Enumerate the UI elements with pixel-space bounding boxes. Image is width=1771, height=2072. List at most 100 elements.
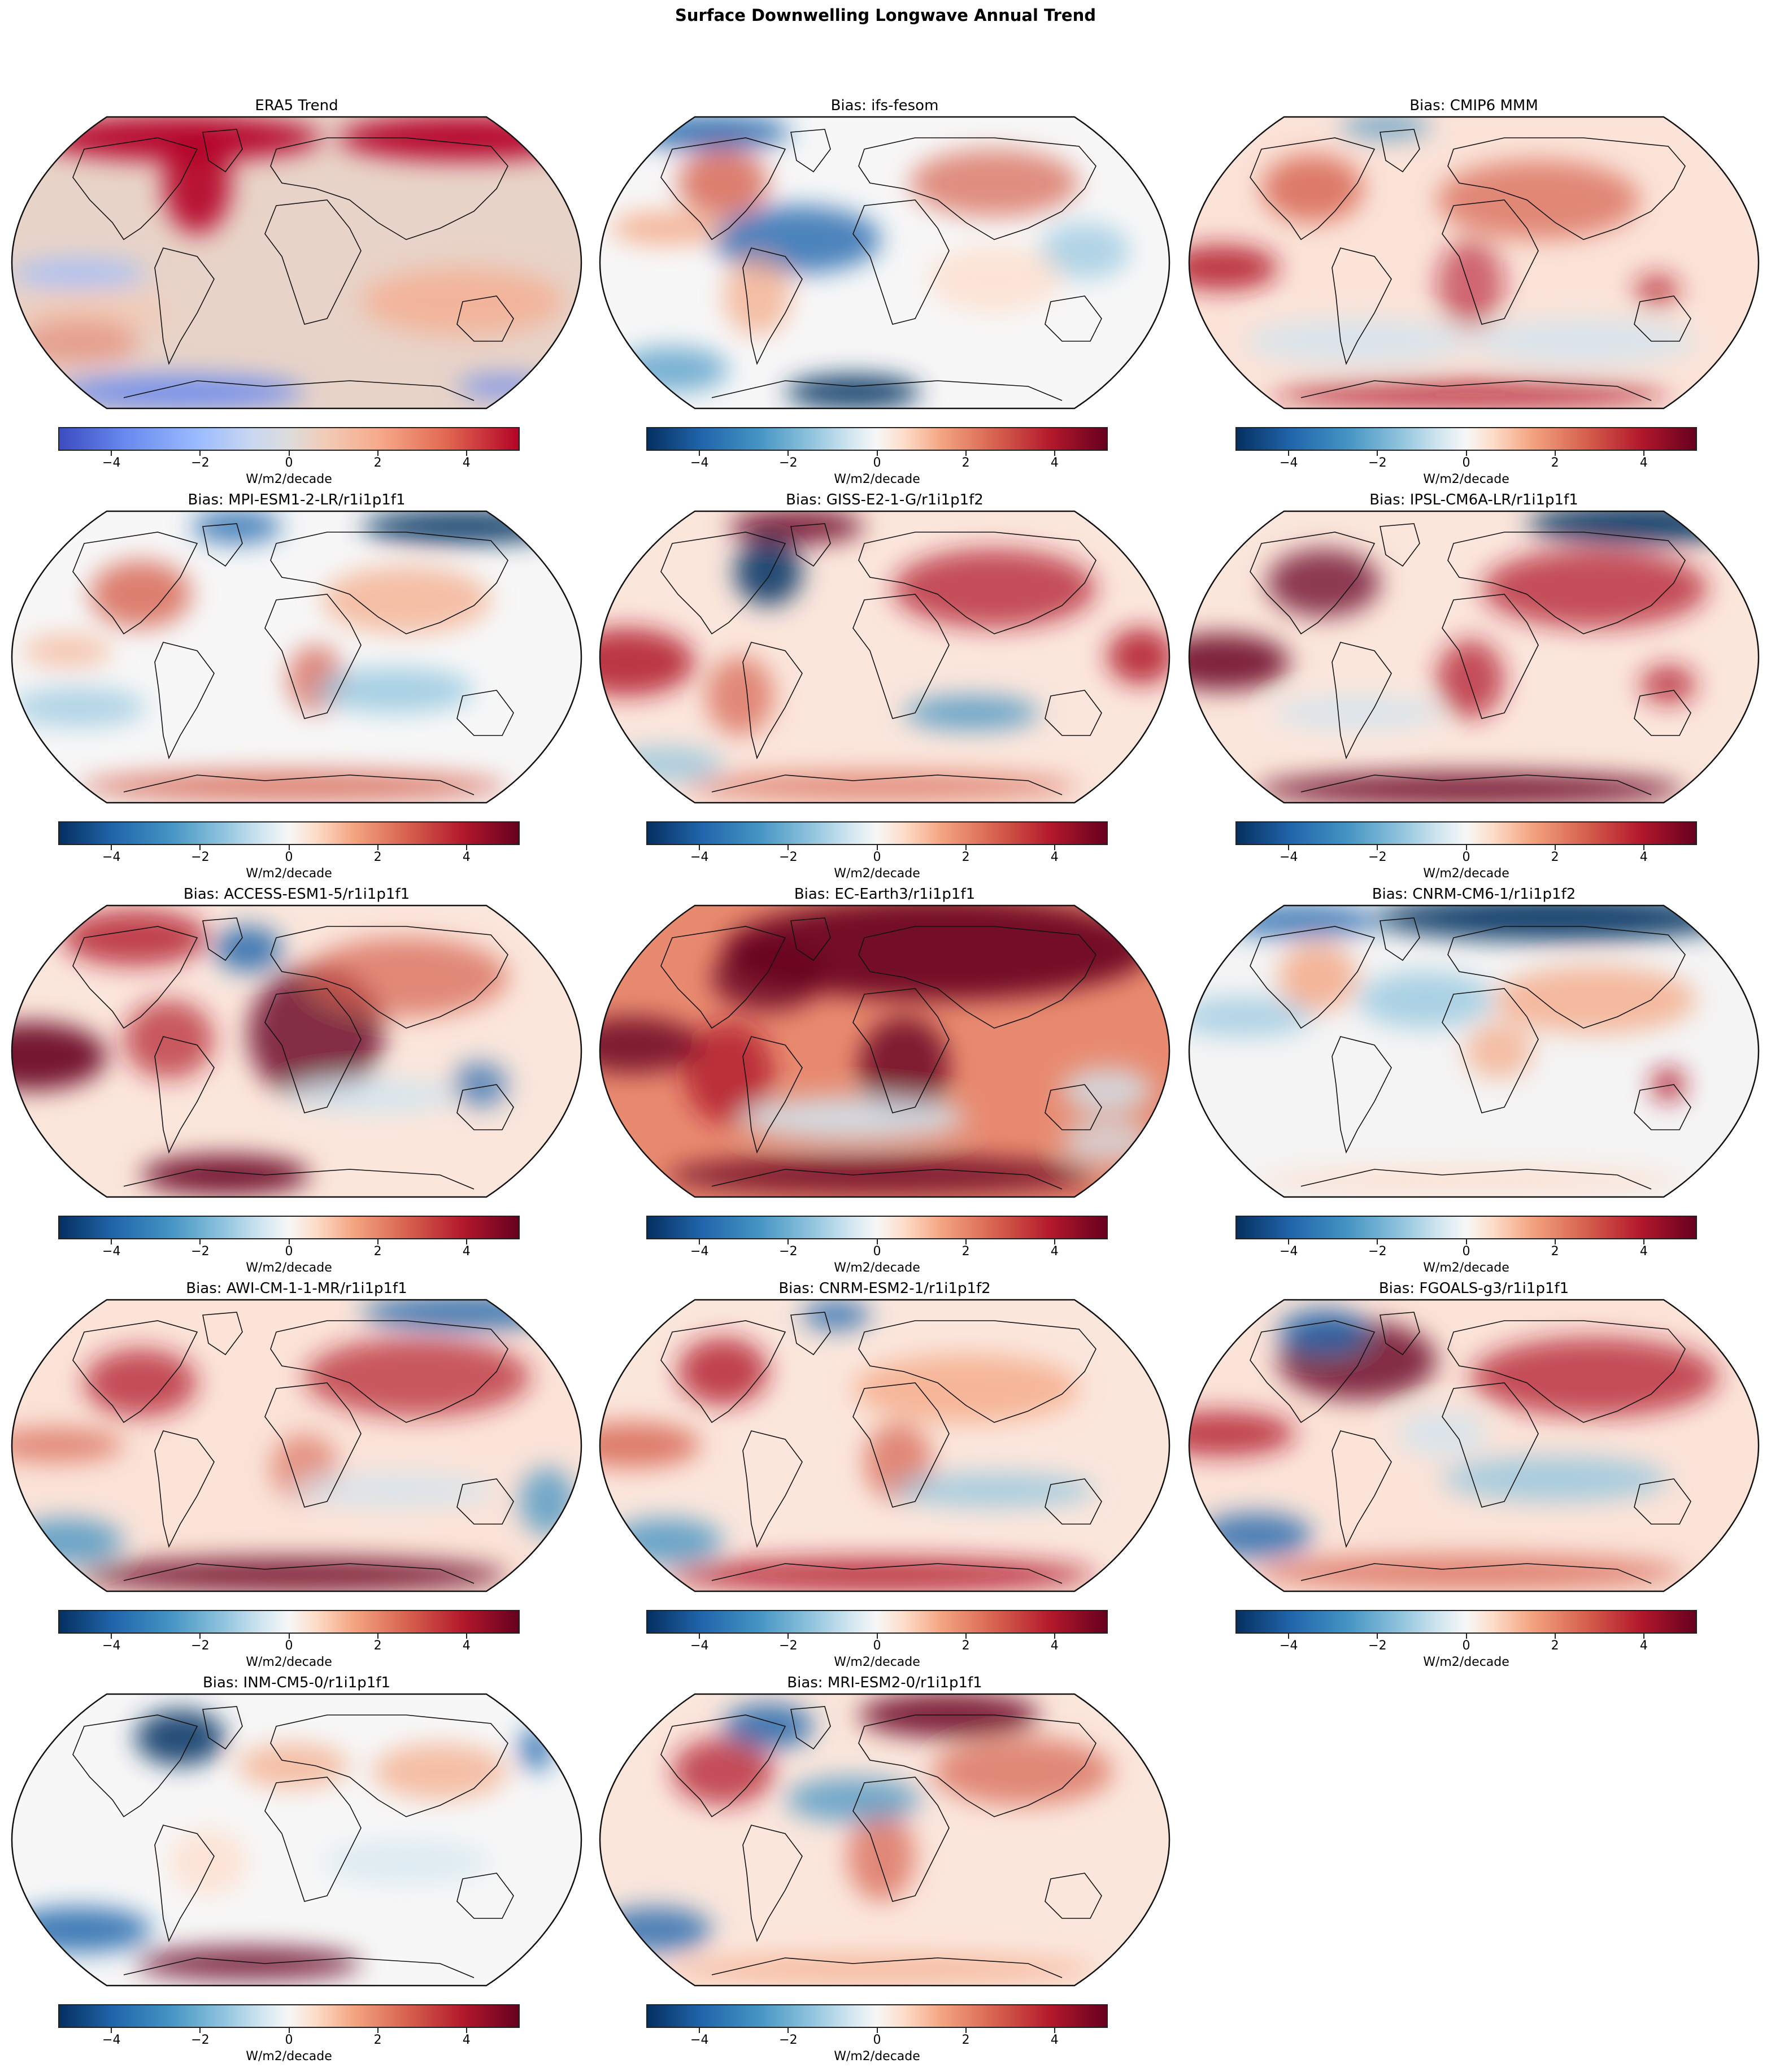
colorbar-ticks: −4 −2 0 2 4 (1235, 845, 1697, 868)
colorbar-label: W/m2/decade (834, 1261, 920, 1275)
coastline (72, 1312, 514, 1584)
colorbar-ticks: −4 −2 0 2 4 (58, 2028, 520, 2051)
colorbar-tick: −2 (1360, 1239, 1394, 1259)
robinson-map (599, 510, 1170, 804)
colorbar (1235, 1610, 1697, 1634)
tick-label: −4 (1280, 456, 1298, 470)
coastline (660, 1312, 1102, 1584)
tick-label: 4 (1639, 850, 1648, 864)
map-panel-3: Bias: CMIP6 MMM −4 −2 0 2 4 W/m2/decade (1180, 97, 1768, 487)
colorbar-tick: −4 (1272, 1634, 1306, 1653)
colorbar (58, 2004, 520, 2028)
map-panel-13: Bias: INM-CM5-0/r1i1p1f1 −4 −2 0 2 4 W/m2/de… (3, 1674, 590, 2064)
robinson-map (11, 116, 582, 410)
panel-title: Bias: CNRM-ESM2-1/r1i1p1f2 (778, 1280, 991, 1297)
colorbar (58, 821, 520, 845)
map-boundary (599, 116, 1170, 410)
colorbar-ticks: −4 −2 0 2 4 (646, 1239, 1108, 1262)
colorbar-tick: 2 (949, 2028, 983, 2048)
colorbar-tick: 0 (860, 2028, 894, 2048)
colorbar-tick: −4 (682, 845, 716, 865)
tick-mark (699, 845, 700, 850)
tick-label: 0 (1462, 456, 1470, 470)
colorbar-tick: 2 (1538, 1239, 1572, 1259)
colorbar-tick: 4 (1627, 1239, 1661, 1259)
colorbar-tick: −4 (1272, 451, 1306, 471)
colorbar-tick: 2 (949, 1634, 983, 1653)
tick-mark (377, 2028, 378, 2033)
tick-label: −2 (191, 2033, 210, 2047)
tick-label: 2 (961, 850, 970, 864)
tick-mark (465, 451, 467, 456)
colorbar-label: W/m2/decade (834, 1655, 920, 1669)
robinson-map (599, 904, 1170, 1198)
tick-mark (965, 1239, 967, 1244)
tick-mark (1054, 845, 1055, 850)
map-boundary (11, 904, 582, 1198)
tick-label: −4 (102, 456, 121, 470)
tick-label: 4 (462, 850, 471, 864)
tick-mark (699, 1239, 700, 1244)
tick-mark (876, 845, 878, 850)
colorbar-tick: −4 (1272, 845, 1306, 865)
tick-mark (199, 1239, 201, 1244)
panel-title: Bias: CMIP6 MMM (1409, 97, 1538, 114)
tick-label: 4 (462, 456, 471, 470)
colorbar-tick: 2 (1538, 1634, 1572, 1653)
map-panel-7: Bias: ACCESS-ESM1-5/r1i1p1f1 −4 −2 0 2 4 W/m… (3, 886, 590, 1276)
colorbar-tick: 0 (860, 1634, 894, 1653)
coastline (1250, 917, 1691, 1190)
colorbar-tick: 0 (860, 845, 894, 865)
robinson-map (11, 904, 582, 1198)
coastline (72, 917, 514, 1190)
colorbar-tick: 4 (450, 2028, 484, 2048)
tick-label: −4 (1280, 1244, 1298, 1259)
tick-mark (288, 1239, 290, 1244)
robinson-map (1188, 116, 1760, 410)
tick-mark (1377, 1634, 1378, 1639)
colorbar-tick: −4 (94, 1634, 128, 1653)
tick-label: 0 (285, 850, 293, 864)
tick-mark (288, 2028, 290, 2033)
panel-title: Bias: MPI-ESM1-2-LR/r1i1p1f1 (188, 491, 406, 508)
map-boundary (599, 904, 1170, 1198)
colorbar-tick: 0 (1450, 845, 1483, 865)
tick-label: −2 (779, 1244, 798, 1259)
tick-label: 2 (961, 2033, 970, 2047)
tick-label: −4 (690, 2033, 709, 2047)
tick-mark (965, 1634, 967, 1639)
map-panel-9: Bias: CNRM-CM6-1/r1i1p1f2 −4 −2 0 2 4 W/m2/d… (1180, 886, 1768, 1276)
tick-label: 0 (873, 1639, 881, 1653)
tick-mark (1554, 1239, 1556, 1244)
tick-mark (111, 845, 112, 850)
map-boundary (1188, 904, 1760, 1198)
tick-mark (787, 1634, 789, 1639)
colorbar-tick: −4 (94, 2028, 128, 2048)
tick-label: 2 (373, 1244, 382, 1259)
tick-label: 4 (1050, 1639, 1059, 1653)
colorbar-tick: 4 (1627, 451, 1661, 471)
tick-label: 4 (1050, 2033, 1059, 2047)
tick-label: 0 (873, 456, 881, 470)
colorbar-tick: −4 (94, 451, 128, 471)
colorbar-label: W/m2/decade (1423, 1655, 1509, 1669)
tick-label: −2 (1368, 1639, 1387, 1653)
map-boundary (11, 510, 582, 804)
coastline (72, 129, 514, 401)
colorbar (1235, 1216, 1697, 1239)
tick-mark (1554, 451, 1556, 456)
colorbar-tick: −2 (771, 2028, 805, 2048)
tick-mark (1643, 451, 1644, 456)
map-panel-8: Bias: EC-Earth3/r1i1p1f1 −4 −2 0 2 4 W/m2/de… (591, 886, 1178, 1276)
map-boundary (11, 1693, 582, 1987)
tick-label: 2 (961, 1244, 970, 1259)
tick-label: −4 (102, 1244, 121, 1259)
coastline (1250, 1312, 1691, 1584)
tick-mark (1377, 1239, 1378, 1244)
tick-mark (787, 451, 789, 456)
map-panel-4: Bias: MPI-ESM1-2-LR/r1i1p1f1 −4 −2 0 2 4 W/m… (3, 491, 590, 881)
coastline (660, 917, 1102, 1190)
colorbar-tick: −4 (1272, 1239, 1306, 1259)
colorbar-tick: −4 (94, 845, 128, 865)
map-boundary (599, 1693, 1170, 1987)
